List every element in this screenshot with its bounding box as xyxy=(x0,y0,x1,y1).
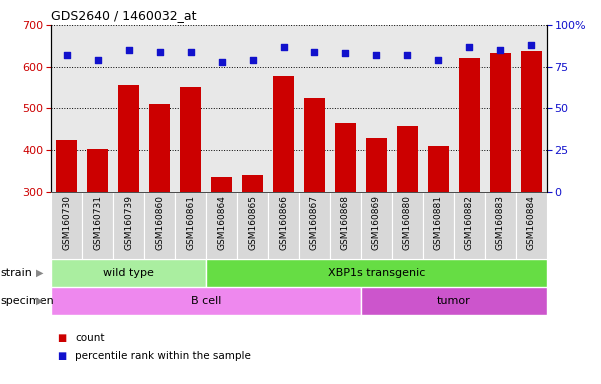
Bar xyxy=(56,140,78,192)
Bar xyxy=(180,87,201,192)
Point xyxy=(124,47,133,53)
Point xyxy=(154,49,164,55)
Point xyxy=(279,44,288,50)
Text: GSM160867: GSM160867 xyxy=(310,195,319,250)
Bar xyxy=(268,192,299,259)
Text: GSM160880: GSM160880 xyxy=(403,195,412,250)
Point xyxy=(371,52,381,58)
Text: GSM160860: GSM160860 xyxy=(155,195,164,250)
Text: wild type: wild type xyxy=(103,268,154,278)
Bar xyxy=(113,192,144,259)
Bar xyxy=(454,192,485,259)
Text: XBP1s transgenic: XBP1s transgenic xyxy=(328,268,425,278)
Point xyxy=(526,42,536,48)
Point xyxy=(310,49,319,55)
Bar xyxy=(206,259,547,287)
Point xyxy=(217,59,227,65)
Bar xyxy=(273,76,294,192)
Bar xyxy=(516,192,547,259)
Point xyxy=(341,50,350,56)
Bar xyxy=(365,138,387,192)
Bar xyxy=(51,287,361,315)
Bar xyxy=(242,175,263,192)
Bar xyxy=(392,192,423,259)
Text: GSM160882: GSM160882 xyxy=(465,195,474,250)
Text: GSM160866: GSM160866 xyxy=(279,195,288,250)
Point xyxy=(186,49,195,55)
Bar xyxy=(51,192,82,259)
Point xyxy=(403,52,412,58)
Bar xyxy=(520,51,542,192)
Bar xyxy=(335,122,356,192)
Bar xyxy=(459,58,480,192)
Bar xyxy=(361,287,547,315)
Bar xyxy=(148,104,171,192)
Bar xyxy=(485,192,516,259)
Bar xyxy=(82,192,113,259)
Point xyxy=(496,47,505,53)
Bar xyxy=(299,192,330,259)
Bar xyxy=(51,259,206,287)
Bar xyxy=(304,98,325,192)
Text: ▶: ▶ xyxy=(36,296,43,306)
Bar xyxy=(87,149,108,192)
Text: GSM160731: GSM160731 xyxy=(93,195,102,250)
Text: GSM160883: GSM160883 xyxy=(496,195,505,250)
Text: GSM160881: GSM160881 xyxy=(434,195,443,250)
Bar xyxy=(175,192,206,259)
Bar xyxy=(330,192,361,259)
Point xyxy=(465,44,474,50)
Bar xyxy=(397,126,418,192)
Bar xyxy=(206,192,237,259)
Bar xyxy=(144,192,175,259)
Text: strain: strain xyxy=(1,268,32,278)
Bar xyxy=(211,177,233,192)
Bar xyxy=(490,53,511,192)
Bar xyxy=(423,192,454,259)
Bar xyxy=(427,146,450,192)
Text: percentile rank within the sample: percentile rank within the sample xyxy=(75,351,251,361)
Bar xyxy=(361,192,392,259)
Point xyxy=(434,57,444,63)
Text: GSM160865: GSM160865 xyxy=(248,195,257,250)
Text: GSM160730: GSM160730 xyxy=(62,195,71,250)
Text: specimen: specimen xyxy=(1,296,54,306)
Text: ■: ■ xyxy=(57,333,66,343)
Point xyxy=(62,52,72,58)
Text: tumor: tumor xyxy=(437,296,471,306)
Point xyxy=(248,57,257,63)
Bar xyxy=(237,192,268,259)
Text: GSM160861: GSM160861 xyxy=(186,195,195,250)
Text: GSM160864: GSM160864 xyxy=(217,195,226,250)
Text: GSM160869: GSM160869 xyxy=(372,195,381,250)
Text: count: count xyxy=(75,333,105,343)
Text: ▶: ▶ xyxy=(36,268,43,278)
Text: GSM160739: GSM160739 xyxy=(124,195,133,250)
Text: GSM160868: GSM160868 xyxy=(341,195,350,250)
Text: ■: ■ xyxy=(57,351,66,361)
Text: GDS2640 / 1460032_at: GDS2640 / 1460032_at xyxy=(51,9,197,22)
Point xyxy=(93,57,102,63)
Text: GSM160884: GSM160884 xyxy=(527,195,536,250)
Bar xyxy=(118,85,139,192)
Text: B cell: B cell xyxy=(191,296,221,306)
